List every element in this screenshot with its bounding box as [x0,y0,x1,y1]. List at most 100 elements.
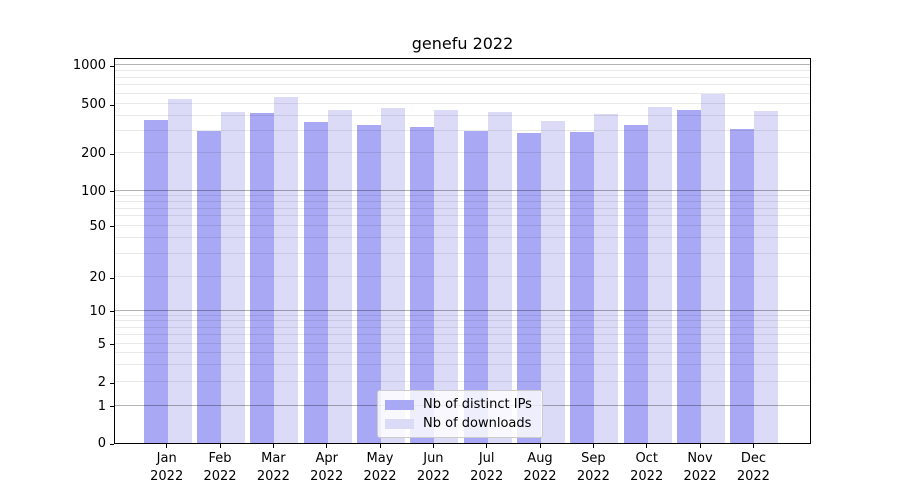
x-tick [592,444,594,448]
x-tick-month: Nov [687,451,713,466]
bars-layer [115,59,810,443]
y-tick-label: 0 [97,436,106,451]
x-tick-year: 2022 [256,469,290,484]
gridline [115,276,810,277]
gridline [115,334,810,336]
x-tick-month: Aug [527,451,553,466]
x-tick-month: May [366,451,394,466]
y-tick-label: 500 [81,97,106,113]
x-tick-year: 2022 [470,469,504,484]
x-tick-label: May 2022 [348,450,412,486]
legend-swatch-downloads [385,418,414,429]
gridline [115,152,810,154]
bar-downloads-aug [541,120,565,443]
x-tick [272,444,274,448]
y-tick-label: 50 [89,218,106,234]
y-tick-label: 5 [97,336,106,352]
x-tick-year: 2022 [310,469,344,484]
x-tick-month: Sep [581,451,606,466]
y-tick [110,443,114,445]
x-tick-year: 2022 [150,469,184,484]
bar-distinct-ips-mar [250,112,275,443]
bar-downloads-oct [647,106,672,443]
x-tick-label: Oct 2022 [615,450,679,486]
gridline [115,224,810,226]
x-tick-month: Jun [423,451,444,466]
y-tick-label: 10 [89,303,106,319]
y-tick [110,344,114,346]
gridline [115,84,810,86]
gridline [115,115,810,116]
gridline [115,130,810,132]
plot-area [114,58,811,444]
y-tick [110,226,114,228]
x-tick-label: Dec 2022 [721,450,785,486]
y-tick-label: 100 [81,183,106,199]
x-tick-label: Mar 2022 [241,450,305,486]
y-tick-label: 2 [97,375,106,390]
legend-label-distinct-ips: Nb of distinct IPs [423,397,532,412]
gridline [115,326,810,328]
x-tick-label: Jul 2022 [455,450,519,486]
gridline [115,189,810,191]
x-tick-year: 2022 [576,469,610,484]
y-tick-label: 1000 [72,58,106,74]
gridline [115,253,810,255]
x-tick-label: Aug 2022 [508,450,572,486]
legend: Nb of distinct IPs Nb of downloads [377,390,543,438]
x-tick-label: Jun 2022 [401,450,465,486]
x-tick-label: Sep 2022 [561,450,625,486]
x-tick [486,444,488,448]
x-tick [539,444,541,448]
gridline [115,342,810,344]
x-tick [379,444,381,448]
gridline [115,92,810,94]
bar-downloads-jan [167,98,192,443]
x-tick [699,444,701,448]
gridlines-layer [115,59,810,443]
bar-downloads-feb [221,111,245,443]
legend-item-distinct-ips: Nb of distinct IPs [385,397,532,412]
gridline [115,207,810,209]
bar-distinct-ips-sep [570,132,595,443]
gridline [115,70,810,71]
x-tick [646,444,648,448]
y-tick-label: 200 [81,146,106,162]
gridline [115,200,810,202]
y-tick [110,382,114,384]
gridline [115,215,810,217]
gridline [115,103,810,105]
gridline [115,352,810,354]
legend-item-downloads: Nb of downloads [385,416,532,431]
bar-distinct-ips-apr [303,122,328,443]
bar-distinct-ips-feb [197,130,221,443]
y-tick [110,311,114,313]
gridline [115,320,810,322]
x-tick-month: Dec [740,451,766,466]
chart-title: genefu 2022 [411,34,514,53]
x-tick-label: Feb 2022 [188,450,252,486]
x-tick-month: Oct [635,451,658,466]
gridline [115,309,810,311]
bar-distinct-ips-oct [623,124,648,443]
y-tick [110,277,114,279]
y-tick [110,191,114,193]
x-tick [752,444,754,448]
x-tick-month: Jan [156,451,177,466]
bar-downloads-mar [274,97,299,443]
x-tick-year: 2022 [523,469,557,484]
gridline [115,76,810,78]
x-tick-month: Apr [315,451,338,466]
x-tick-label: Nov 2022 [668,450,732,486]
x-tick-month: Feb [208,451,232,466]
x-tick-year: 2022 [203,469,237,484]
x-tick [326,444,328,448]
legend-swatch-distinct-ips [385,399,414,410]
gridline [115,237,810,239]
bar-downloads-apr [327,110,352,443]
y-tick-label: 20 [89,270,106,285]
y-tick [110,104,114,106]
y-tick [110,65,114,67]
gridline [115,64,810,66]
gridline [115,314,810,316]
